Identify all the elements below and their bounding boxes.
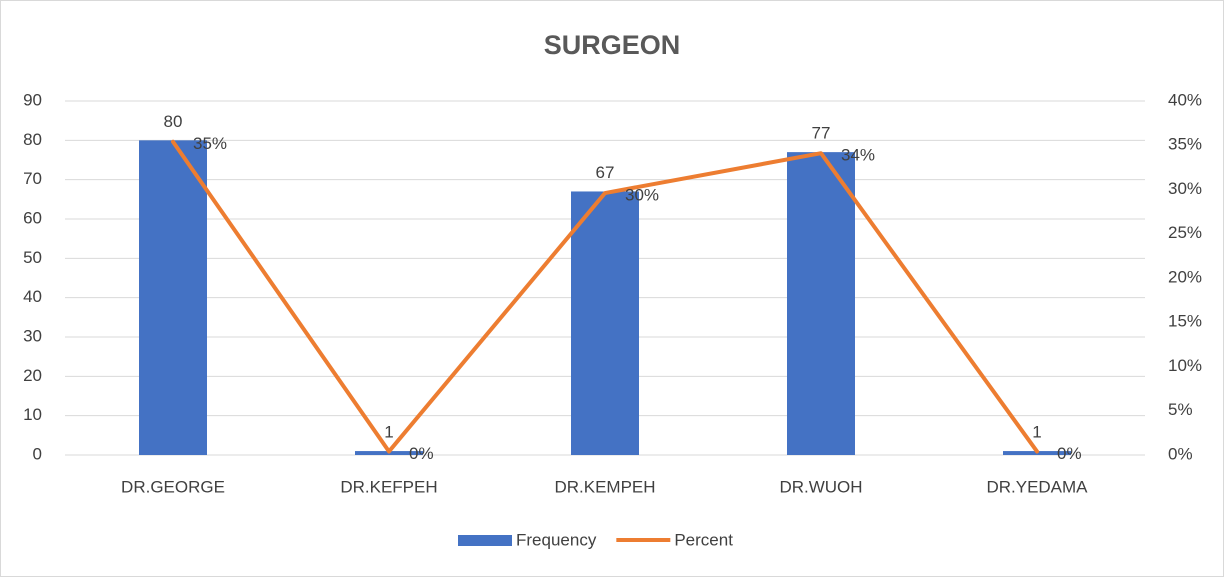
y-tick-label: 0 [33, 444, 42, 463]
y2-tick-label: 20% [1168, 267, 1202, 286]
data-label: 34% [841, 146, 875, 165]
y-tick-label: 10 [23, 405, 42, 424]
y-tick-label: 30 [23, 326, 42, 345]
y2-tick-label: 40% [1168, 90, 1202, 109]
data-label: 0% [1057, 444, 1082, 463]
x-tick-label: DR.WUOH [779, 477, 862, 496]
y2-tick-label: 0% [1168, 444, 1193, 463]
bar [571, 191, 639, 455]
data-label: 30% [625, 186, 659, 205]
data-label: 67 [596, 163, 615, 182]
y2-tick-label: 5% [1168, 400, 1193, 419]
y-tick-label: 50 [23, 248, 42, 267]
data-label: 0% [409, 444, 434, 463]
y2-tick-label: 15% [1168, 312, 1202, 331]
y2-tick-label: 10% [1168, 356, 1202, 375]
y2-tick-label: 25% [1168, 223, 1202, 242]
x-tick-label: DR.YEDAMA [986, 477, 1088, 496]
legend-swatch [458, 535, 512, 546]
x-tick-label: DR.KEMPEH [554, 477, 655, 496]
data-label: 80 [164, 112, 183, 131]
y2-tick-label: 30% [1168, 179, 1202, 198]
y-tick-label: 70 [23, 169, 42, 188]
data-label: 1 [1032, 423, 1041, 442]
bar [787, 152, 855, 455]
x-tick-label: DR.KEFPEH [340, 477, 437, 496]
bar [139, 140, 207, 456]
y-tick-label: 90 [23, 90, 42, 109]
y-tick-label: 40 [23, 287, 42, 306]
y-tick-label: 80 [23, 130, 42, 149]
data-label: 35% [193, 134, 227, 153]
y2-tick-label: 35% [1168, 135, 1202, 154]
legend-label: Frequency [516, 530, 597, 549]
x-tick-label: DR.GEORGE [121, 477, 225, 496]
data-label: 1 [384, 423, 393, 442]
legend-label: Percent [674, 530, 733, 549]
line [171, 139, 1039, 454]
chart-title: SURGEON [544, 30, 681, 60]
y-tick-label: 20 [23, 366, 42, 385]
y-tick-label: 60 [23, 208, 42, 227]
data-label: 77 [812, 124, 831, 143]
